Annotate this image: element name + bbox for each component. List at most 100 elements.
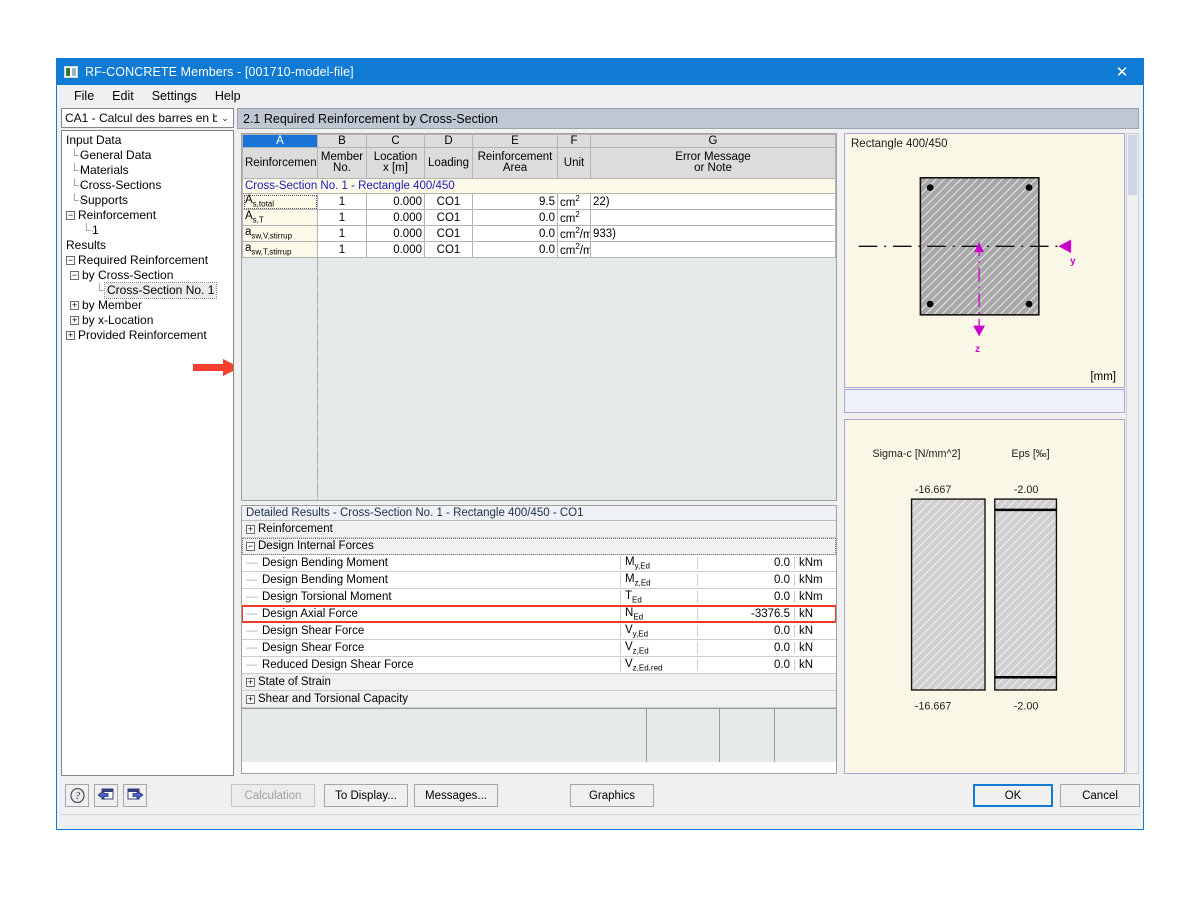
row-area[interactable]: 9.5 (472, 193, 558, 210)
detail-row[interactable]: — Design Shear Force Vz,Ed 0.0 kN (242, 640, 836, 657)
detail-row[interactable]: — Design Torsional Moment TEd 0.0 kNm (242, 589, 836, 606)
design-case-selector[interactable]: CA1 - Calcul des barres en béto ⌄ (61, 108, 234, 128)
row-loading[interactable]: CO1 (424, 241, 473, 258)
tree-toggle-icon[interactable]: − (66, 255, 75, 266)
row-unit[interactable]: cm2 (557, 209, 591, 226)
row-member-no[interactable]: 1 (317, 225, 367, 242)
row-area[interactable]: 0.0 (472, 241, 558, 258)
tree-item-by-x-location[interactable]: + by x-Location (62, 313, 233, 328)
detail-row-value[interactable]: 0.0 (697, 591, 794, 603)
menu-item-edit[interactable]: Edit (112, 88, 134, 103)
row-area[interactable]: 0.0 (472, 209, 558, 226)
tree-item-by-member[interactable]: + by Member (62, 298, 233, 313)
detail-group-shear-and-torsional-capacity[interactable]: + Shear and Torsional Capacity (242, 691, 836, 708)
tree-toggle-icon[interactable]: − (70, 270, 79, 281)
grid-column-G[interactable]: G (590, 134, 836, 148)
detail-row[interactable]: — Design Axial Force NEd -3376.5 kN (242, 605, 836, 623)
cancel-button[interactable]: Cancel (1060, 784, 1140, 807)
next-window-button[interactable] (123, 784, 147, 807)
row-symbol[interactable]: asw,T,stirrup (242, 241, 318, 258)
row-member-no[interactable]: 1 (317, 209, 367, 226)
detail-row[interactable]: — Reduced Design Shear Force Vz,Ed,red 0.0 k… (242, 657, 836, 674)
scrollbar-thumb[interactable] (1128, 135, 1137, 195)
row-member-no[interactable]: 1 (317, 193, 367, 210)
tree-item-provided-reinforcement[interactable]: + Provided Reinforcement (62, 328, 233, 343)
detail-row[interactable]: — Design Shear Force Vy,Ed 0.0 kN (242, 623, 836, 640)
tree-item-results[interactable]: Results (62, 238, 233, 253)
graphics-scrollbar[interactable] (1126, 133, 1139, 774)
navigation-tree[interactable]: Input Data └··General Data └··Materials └··… (61, 130, 234, 776)
expand-toggle-icon[interactable]: + (246, 523, 255, 534)
row-note[interactable] (590, 209, 836, 226)
row-symbol[interactable]: As,total (242, 193, 318, 210)
detail-row-value[interactable]: -3376.5 (697, 608, 794, 620)
detail-row[interactable]: — Design Bending Moment My,Ed 0.0 kNm (242, 555, 836, 572)
menu-item-settings[interactable]: Settings (151, 88, 197, 103)
grid-column-A[interactable]: A (242, 134, 318, 148)
previous-window-button[interactable] (94, 784, 118, 807)
expand-toggle-icon[interactable]: + (246, 676, 255, 687)
tree-toggle-icon[interactable]: + (70, 315, 79, 326)
tree-item-materials[interactable]: └··Materials (62, 163, 233, 178)
detail-row-value[interactable]: 0.0 (697, 642, 794, 654)
row-loading[interactable]: CO1 (424, 209, 473, 226)
tree-item-by-cross-section[interactable]: − by Cross-Section (62, 268, 233, 283)
detail-row[interactable]: — Design Bending Moment Mz,Ed 0.0 kNm (242, 572, 836, 589)
grid-column-C[interactable]: C (366, 134, 425, 148)
grid-column-D[interactable]: D (424, 134, 473, 148)
row-loading[interactable]: CO1 (424, 193, 473, 210)
help-button[interactable]: ? (65, 784, 89, 807)
detail-group-design-internal-forces[interactable]: − Design Internal Forces (242, 538, 836, 555)
grid-column-F[interactable]: F (557, 134, 591, 148)
tree-item-supports[interactable]: └··Supports (62, 193, 233, 208)
detail-row-value[interactable]: 0.0 (697, 557, 794, 569)
row-location[interactable]: 0.000 (366, 241, 425, 258)
table-row[interactable]: As,total 1 0.000 CO1 9.5 cm2 22) (242, 193, 836, 210)
tree-item-1[interactable]: └··1 (62, 223, 233, 238)
detail-row-value[interactable]: 0.0 (697, 574, 794, 586)
detailed-results-panel[interactable]: Detailed Results - Cross-Section No. 1 -… (241, 505, 837, 774)
table-row[interactable]: As,T 1 0.000 CO1 0.0 cm2 (242, 209, 836, 226)
row-symbol[interactable]: asw,V,stirrup (242, 225, 318, 242)
tree-item-reinforcement[interactable]: − Reinforcement (62, 208, 233, 223)
cross-section-graphic[interactable]: Rectangle 400/450 (844, 133, 1125, 388)
messages-button[interactable]: Messages... (414, 784, 498, 807)
row-unit[interactable]: cm2/m (557, 225, 591, 242)
stress-strain-graphic[interactable]: Sigma-c [N/mm^2] Eps [‰] -16.667 -2.00 -… (844, 419, 1125, 774)
row-location[interactable]: 0.000 (366, 225, 425, 242)
expand-toggle-icon[interactable]: + (246, 693, 255, 704)
close-icon[interactable]: ✕ (1115, 63, 1129, 81)
detail-group-reinforcement[interactable]: + Reinforcement (242, 521, 836, 538)
row-unit[interactable]: cm2 (557, 193, 591, 210)
tree-toggle-icon[interactable]: + (66, 330, 75, 341)
row-note[interactable]: 933) (590, 225, 836, 242)
graphics-button[interactable]: Graphics (570, 784, 654, 807)
row-member-no[interactable]: 1 (317, 241, 367, 258)
expand-toggle-icon[interactable]: − (246, 540, 255, 551)
results-grid[interactable]: A B C D E F G Reinforcement Member No. Location x [… (241, 133, 837, 501)
menu-item-file[interactable]: File (74, 88, 95, 103)
ok-button[interactable]: OK (973, 784, 1053, 807)
row-location[interactable]: 0.000 (366, 193, 425, 210)
row-note[interactable] (590, 241, 836, 258)
row-loading[interactable]: CO1 (424, 225, 473, 242)
tree-toggle-icon[interactable]: + (70, 300, 79, 311)
tree-toggle-icon[interactable]: − (66, 210, 75, 221)
row-area[interactable]: 0.0 (472, 225, 558, 242)
tree-item-required-reinforcement[interactable]: − Required Reinforcement (62, 253, 233, 268)
grid-column-E[interactable]: E (472, 134, 558, 148)
row-unit[interactable]: cm2/m (557, 241, 591, 258)
detail-group-state-of-strain[interactable]: + State of Strain (242, 674, 836, 691)
tree-item-cross-sections[interactable]: └··Cross-Sections (62, 178, 233, 193)
to-display-button[interactable]: To Display... (324, 784, 408, 807)
calculation-button[interactable]: Calculation (231, 784, 315, 807)
row-symbol[interactable]: As,T (242, 209, 318, 226)
tree-item-cross-section-no-1[interactable]: └··Cross-Section No. 1 (62, 282, 233, 299)
detail-row-value[interactable]: 0.0 (697, 625, 794, 637)
menu-item-help[interactable]: Help (214, 88, 241, 103)
row-note[interactable]: 22) (590, 193, 836, 210)
tree-item-general-data[interactable]: └··General Data (62, 148, 233, 163)
grid-column-B[interactable]: B (317, 134, 367, 148)
